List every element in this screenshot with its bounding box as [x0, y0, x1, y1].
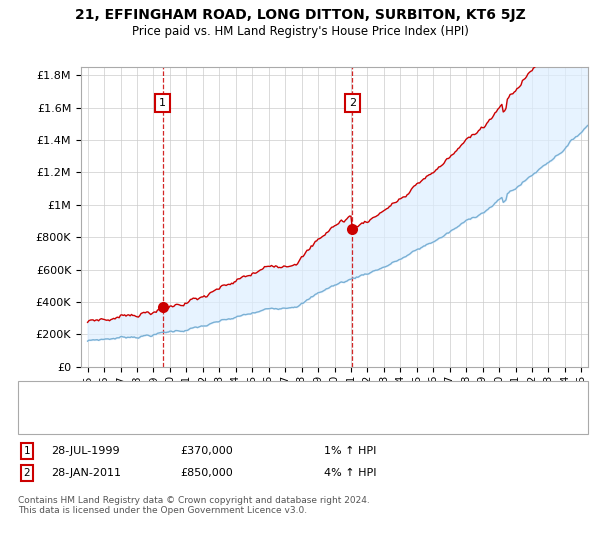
Text: ─────: ───── [42, 414, 76, 424]
Text: 2: 2 [349, 98, 356, 108]
Text: 1% ↑ HPI: 1% ↑ HPI [324, 446, 376, 456]
Text: Contains HM Land Registry data © Crown copyright and database right 2024.
This d: Contains HM Land Registry data © Crown c… [18, 496, 370, 515]
Text: 2: 2 [23, 468, 31, 478]
Text: 28-JUL-1999: 28-JUL-1999 [51, 446, 119, 456]
Text: HPI: Average price, detached house, Elmbridge: HPI: Average price, detached house, Elmb… [78, 414, 324, 424]
Text: ─────: ───── [42, 390, 76, 400]
Text: 28-JAN-2011: 28-JAN-2011 [51, 468, 121, 478]
Text: 1: 1 [23, 446, 31, 456]
Text: 4% ↑ HPI: 4% ↑ HPI [324, 468, 377, 478]
Text: Price paid vs. HM Land Registry's House Price Index (HPI): Price paid vs. HM Land Registry's House … [131, 25, 469, 38]
Text: £850,000: £850,000 [180, 468, 233, 478]
Text: 21, EFFINGHAM ROAD, LONG DITTON, SURBITON, KT6 5JZ: 21, EFFINGHAM ROAD, LONG DITTON, SURBITO… [74, 8, 526, 22]
Text: 21, EFFINGHAM ROAD, LONG DITTON, SURBITON, KT6 5JZ (detached house): 21, EFFINGHAM ROAD, LONG DITTON, SURBITO… [78, 390, 472, 400]
Text: 1: 1 [160, 98, 166, 108]
Text: £370,000: £370,000 [180, 446, 233, 456]
